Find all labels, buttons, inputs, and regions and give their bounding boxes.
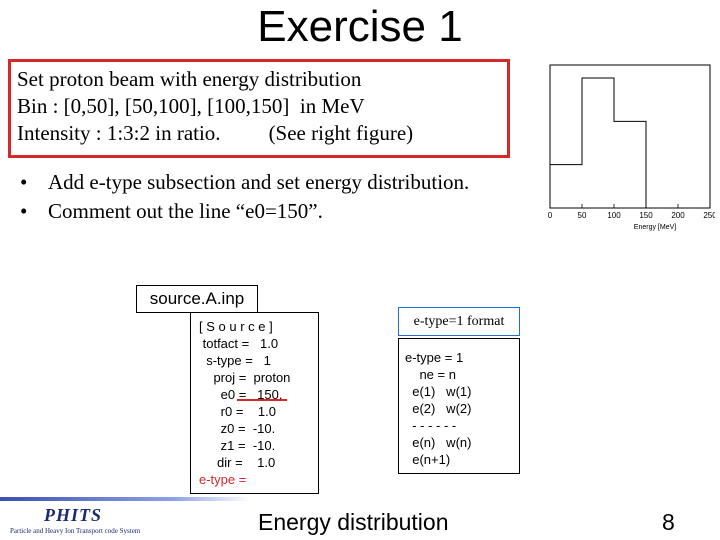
chart-frame <box>549 64 711 209</box>
logo-subtitle: Particle and Heavy Ion Transport code Sy… <box>10 527 141 535</box>
x-tick-label: 250 <box>703 211 715 220</box>
source-file-label: source.A.inp <box>136 285 258 313</box>
e0-underline <box>237 399 287 401</box>
x-tick-label: 200 <box>671 211 685 220</box>
format-line: e(n+1) <box>405 452 451 467</box>
source-line: e-type = <box>199 472 247 487</box>
etype-format-box: e-type = 1 ne = n e(1) w(1) e(2) w(2) - … <box>398 338 520 474</box>
source-line: z0 = -10. <box>199 421 276 436</box>
intro-box: Set proton beam with energy distribution… <box>8 59 510 158</box>
source-line: dir = 1.0 <box>199 455 276 470</box>
x-axis-label: Energy [MeV] <box>634 224 676 231</box>
x-tick-label: 100 <box>607 211 621 220</box>
intro-line-3: Intensity : 1:3:2 in ratio. (See right fi… <box>17 120 507 147</box>
phits-logo: PHITS Particle and Heavy Ion Transport c… <box>10 503 170 539</box>
source-line: z1 = -10. <box>199 438 276 453</box>
format-line: ne = n <box>405 367 456 382</box>
x-tick-label: 150 <box>639 211 653 220</box>
series-line <box>550 77 647 208</box>
etype-format-label: e-type=1 format <box>398 307 520 336</box>
source-line: [ S o u r c e ] <box>199 319 273 334</box>
format-line: e(n) w(n) <box>405 435 472 450</box>
intro-line-2: Bin : [0,50], [50,100], [100,150] in MeV <box>17 94 365 118</box>
source-line: proj = proton <box>199 370 291 385</box>
format-line: e(1) w(1) <box>405 384 472 399</box>
source-line: totfact = 1.0 <box>199 336 279 351</box>
x-tick-label: 50 <box>578 211 587 220</box>
bullet-dot-icon: • <box>20 199 28 223</box>
energy-distribution-caption: Energy distribution <box>258 509 449 535</box>
bullet-text-2: Comment out the line “e0=150”. <box>48 199 323 223</box>
source-line: e0 = 150. <box>199 387 283 402</box>
intro-line-3-b: (See right figure) <box>268 121 414 145</box>
format-line: e-type = 1 <box>405 350 464 365</box>
bullet-text-1: Add e-type subsection and set energy dis… <box>48 170 470 194</box>
format-line: - - - - - - <box>405 418 457 433</box>
source-line: r0 = 1.0 <box>199 404 276 419</box>
bullet-item: • Comment out the line “e0=150”. <box>20 197 469 226</box>
source-input-box: [ S o u r c e ] totfact = 1.0 s-type = 1… <box>190 312 319 494</box>
format-line: e(2) w(2) <box>405 401 472 416</box>
bullet-dot-icon: • <box>20 170 28 194</box>
intro-line-1: Set proton beam with energy distribution <box>17 67 362 91</box>
x-tick-label: 0 <box>548 211 553 220</box>
bullet-list: • Add e-type subsection and set energy d… <box>20 168 469 226</box>
energy-distribution-chart: 0 50 100 150 200 250 Energy [MeV] <box>548 64 715 231</box>
source-line: s-type = 1 <box>199 353 271 368</box>
logo-name: PHITS <box>44 505 103 525</box>
bullet-item: • Add e-type subsection and set energy d… <box>20 168 469 197</box>
footer-divider <box>0 497 250 501</box>
intro-line-3-a: Intensity : 1:3:2 in ratio. <box>17 121 221 145</box>
page-number: 8 <box>662 509 675 535</box>
slide-title: Exercise 1 <box>257 2 463 51</box>
